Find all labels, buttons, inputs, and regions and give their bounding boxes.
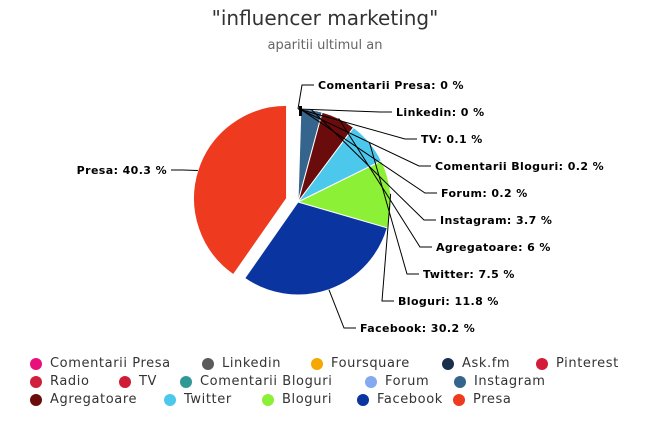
legend-label-bloguri: Bloguri [282, 392, 333, 407]
legend-marker-foursquare [311, 357, 323, 370]
connector-linkedin [297, 108, 392, 113]
legend-item-linkedin[interactable]: Linkedin [202, 356, 281, 371]
pie-slice-facebook[interactable] [244, 201, 388, 296]
legend-item-forum[interactable]: Forum [365, 374, 429, 389]
data-label-bloguri: Bloguri: 11.8 % [398, 295, 499, 308]
legend-label-forum: Forum [385, 374, 430, 389]
legend-marker-presa [453, 393, 465, 406]
legend-label-comentarii-bloguri: Comentarii Bloguri [200, 374, 333, 389]
legend-item-tv[interactable]: TV [119, 374, 157, 389]
legend-item-pinterest[interactable]: Pinterest [536, 356, 619, 371]
slice-labels: Comentarii Presa: 0 % Linkedin: 0 % TV: 0.… [77, 79, 604, 335]
legend-marker-comentarii-bloguri [180, 375, 192, 388]
legend-item-agregatoare[interactable]: Agregatoare [30, 392, 137, 407]
chart-subtitle: aparitii ultimul an [267, 38, 383, 53]
legend-item-instagram[interactable]: Instagram [454, 374, 546, 389]
legend-label-facebook: Facebook [377, 392, 443, 407]
legend-label-pinterest: Pinterest [556, 356, 619, 371]
data-label-presa: Presa: 40.3 % [77, 164, 167, 177]
legend-item-foursquare[interactable]: Foursquare [311, 356, 410, 371]
connector-instagram [311, 109, 436, 221]
connector-twitter [368, 142, 419, 275]
legend-label-twitter: Twitter [184, 392, 232, 407]
label-connectors [171, 84, 437, 329]
pie-chart: Comentarii Presa: 0 % Linkedin: 0 % TV: 0.… [77, 79, 604, 335]
data-label-facebook: Facebook: 30.2 % [360, 322, 475, 335]
legend-marker-bloguri [262, 393, 274, 406]
data-label-comentarii-presa: Comentarii Presa: 0 % [318, 79, 464, 92]
connector-tv [298, 108, 417, 140]
legend-label-tv: TV [139, 374, 158, 389]
connector-comentarii-bloguri [298, 108, 431, 167]
data-label-tv: TV: 0.1 % [421, 133, 483, 146]
data-label-agregatoare: Agregatoare: 6 % [436, 241, 551, 254]
connector-comentarii-presa [297, 84, 314, 110]
data-label-linkedin: Linkedin: 0 % [396, 106, 485, 119]
data-label-comentarii-bloguri: Comentarii Bloguri: 0.2 % [435, 160, 604, 173]
legend-label-presa: Presa [473, 392, 512, 407]
legend-label-foursquare: Foursquare [331, 356, 410, 371]
legend-item-twitter[interactable]: Twitter [164, 392, 232, 407]
zero-slice-marker [299, 106, 302, 116]
data-label-instagram: Instagram: 3.7 % [440, 214, 552, 227]
legend-marker-agregatoare [30, 393, 42, 406]
chart-title: "influencer marketing" [211, 6, 439, 30]
connector-agregatoare [338, 118, 432, 248]
connector-forum [300, 108, 437, 194]
connector-facebook [328, 289, 356, 329]
legend-marker-ask-fm [442, 357, 454, 370]
pie-slices [193, 104, 392, 296]
legend-label-comentarii-presa: Comentarii Presa [50, 356, 171, 371]
legend-item-comentarii-presa[interactable]: Comentarii Presa [30, 356, 171, 371]
legend-item-presa[interactable]: Presa [453, 392, 511, 407]
legend-item-facebook[interactable]: Facebook [357, 392, 443, 407]
legend-label-radio: Radio [50, 374, 90, 389]
legend-marker-twitter [164, 393, 176, 406]
legend-item-bloguri[interactable]: Bloguri [262, 392, 332, 407]
legend-marker-radio [30, 375, 42, 388]
legend-marker-facebook [357, 393, 369, 406]
legend-label-ask-fm: Ask.fm [462, 356, 511, 371]
legend-item-ask-fm[interactable]: Ask.fm [442, 356, 510, 371]
legend-marker-tv [119, 375, 131, 388]
data-label-twitter: Twitter: 7.5 % [423, 268, 515, 281]
legend-item-comentarii-bloguri[interactable]: Comentarii Bloguri [180, 374, 332, 389]
legend-marker-linkedin [202, 357, 214, 370]
legend-item-radio[interactable]: Radio [30, 374, 90, 389]
legend-marker-comentarii-presa [30, 357, 42, 370]
pie-slice-presa[interactable] [193, 104, 288, 276]
legend-marker-instagram [454, 375, 466, 388]
legend-label-agregatoare: Agregatoare [50, 392, 138, 407]
legend-label-linkedin: Linkedin [222, 356, 282, 371]
connector-bloguri [381, 193, 394, 302]
data-label-forum: Forum: 0.2 % [441, 187, 528, 200]
legend-marker-pinterest [536, 357, 548, 370]
legend-marker-forum [365, 375, 377, 388]
legend-label-instagram: Instagram [474, 374, 546, 389]
